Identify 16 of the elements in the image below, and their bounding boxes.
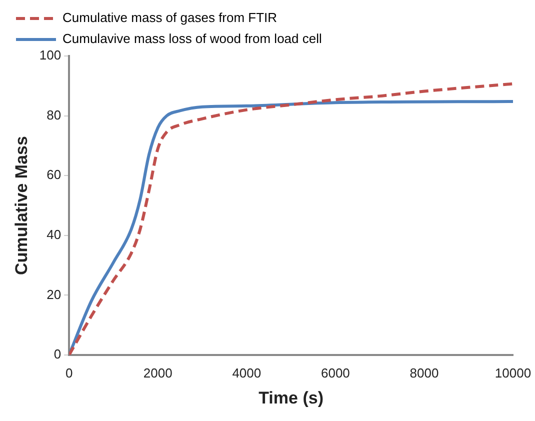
x-axis-title: Time (s)	[258, 388, 324, 408]
x-tick-label: 2000	[143, 365, 172, 380]
y-tick-label: 100	[39, 48, 62, 63]
y-axis-title: Cumulative Mass	[12, 136, 31, 275]
y-tick-label: 60	[46, 167, 62, 182]
legend-label: Cumulavive mass loss of wood from load cell	[62, 31, 322, 46]
x-tick-label: 8000	[410, 365, 439, 380]
y-tick-label: 0	[54, 346, 62, 362]
x-tick-label: 4000	[232, 365, 262, 380]
y-tick-label: 80	[46, 107, 62, 122]
legend-label: Cumulative mass of gases from FTIR	[62, 10, 278, 26]
x-tick-label: 10000	[494, 365, 532, 380]
y-tick-label: 40	[46, 226, 62, 242]
x-tick-label: 0	[65, 365, 73, 380]
y-tick-label: 20	[46, 286, 62, 302]
x-tick-label: 6000	[320, 365, 350, 380]
